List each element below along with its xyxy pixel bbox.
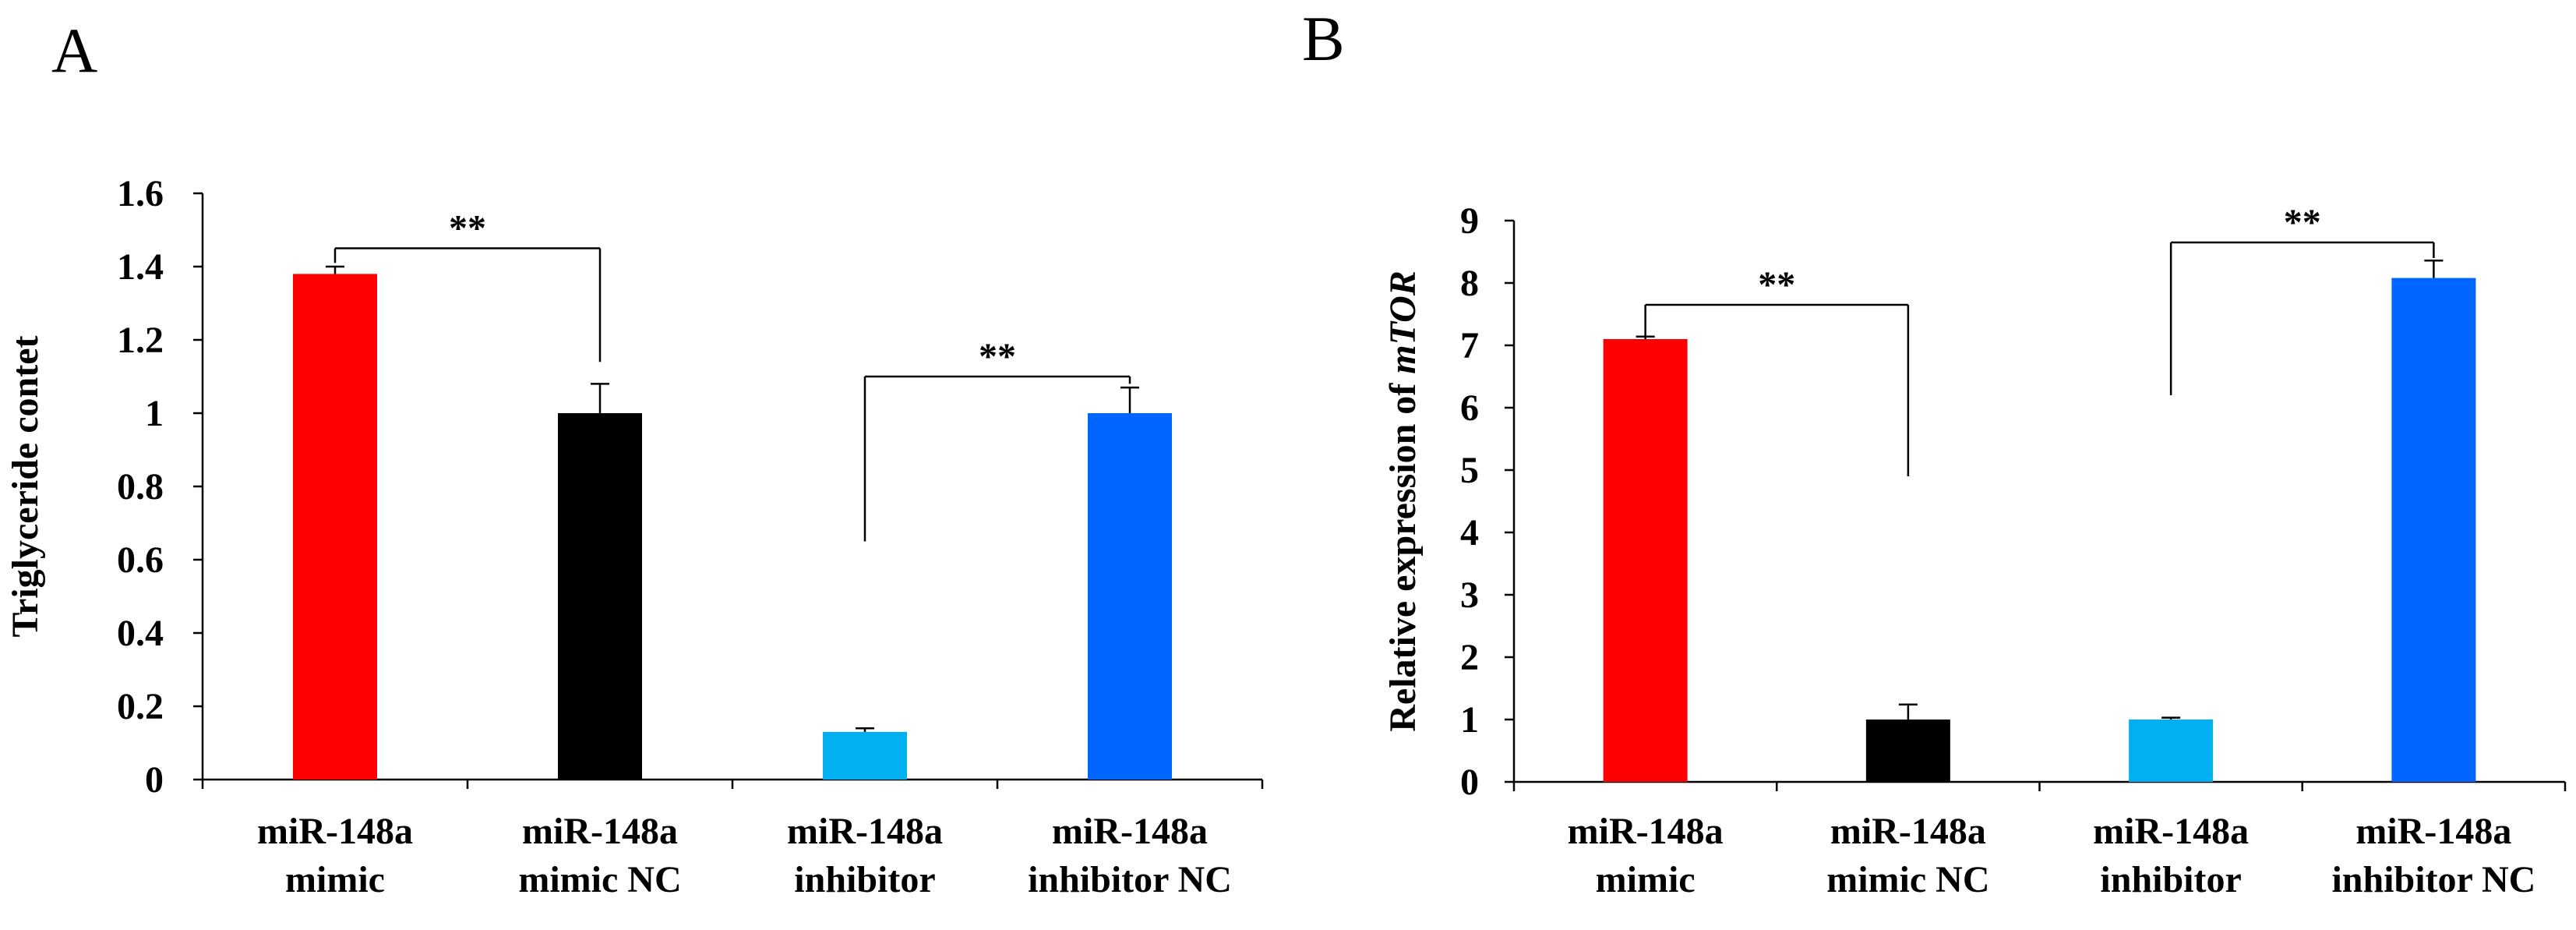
y-axis-label-gene: mTOR: [1382, 271, 1424, 373]
y-tick-label: 6: [1460, 387, 1479, 429]
category-label: miR-148a: [2093, 811, 2249, 852]
chart-panel-b: 0 1 2 3 4 5 6 7 8 9 miR-148a mimic miR-148a mimic NC m…: [1382, 200, 2567, 900]
category-label: miR-148a: [522, 811, 678, 852]
y-tick-label: 0.6: [117, 539, 164, 581]
category-label: miR-148a: [257, 811, 413, 852]
category-label: miR-148a: [2355, 811, 2511, 852]
y-tick-label: 0.8: [117, 466, 164, 507]
category-label: miR-148a: [1568, 811, 1724, 852]
y-tick-label: 2: [1460, 637, 1479, 678]
bar: [1865, 720, 1950, 782]
category-label: inhibitor NC: [1028, 859, 1232, 900]
significance-label: **: [1758, 264, 1795, 306]
bar: [293, 274, 377, 780]
y-tick-label: 1: [145, 393, 164, 434]
y-tick-label: 1.4: [117, 246, 164, 288]
significance-label: **: [449, 208, 486, 249]
y-tick-label: 0: [145, 759, 164, 801]
significance-label: **: [2284, 202, 2321, 243]
bar: [823, 731, 907, 780]
bar: [2391, 278, 2476, 783]
y-tick-label: 1.2: [117, 320, 164, 361]
category-label: inhibitor NC: [2331, 859, 2535, 900]
bar: [1088, 413, 1172, 780]
panel-letter-a: A: [51, 15, 97, 86]
category-label: mimic NC: [1826, 859, 1989, 900]
bar: [558, 413, 642, 780]
category-label: miR-148a: [787, 811, 943, 852]
y-tick-label: 0: [1460, 762, 1479, 803]
y-tick-label: 9: [1460, 200, 1479, 242]
panel-letter-b: B: [1302, 3, 1345, 74]
significance-label: **: [979, 336, 1016, 377]
y-tick-label: 0.4: [117, 613, 164, 654]
category-label: miR-148a: [1052, 811, 1208, 852]
bar: [2129, 720, 2214, 782]
chart-panel-a: 0 0.2 0.4 0.6 0.8 1 1.2 1.4 1.6 miR-148a mimic miR-…: [5, 173, 1264, 900]
y-tick-label: 0.2: [117, 686, 164, 727]
y-tick-label: 1: [1460, 699, 1479, 741]
y-axis-label-text: Relative expression of: [1382, 374, 1424, 732]
category-label: miR-148a: [1830, 811, 1986, 852]
category-label: mimic NC: [518, 859, 681, 900]
y-axis-label: Relative expression of mTOR: [1382, 271, 1424, 732]
category-label: mimic: [1596, 859, 1696, 900]
y-tick-label: 3: [1460, 575, 1479, 616]
bar: [1603, 339, 1688, 782]
y-tick-label: 5: [1460, 450, 1479, 491]
y-tick-label: 1.6: [117, 173, 164, 214]
y-tick-label: 7: [1460, 325, 1479, 366]
category-label: inhibitor: [2100, 859, 2241, 900]
y-tick-label: 8: [1460, 263, 1479, 304]
category-label: mimic: [285, 859, 385, 900]
category-label: inhibitor: [794, 859, 935, 900]
y-tick-label: 4: [1460, 512, 1479, 553]
y-axis-label: Triglyceride contet: [5, 336, 46, 638]
